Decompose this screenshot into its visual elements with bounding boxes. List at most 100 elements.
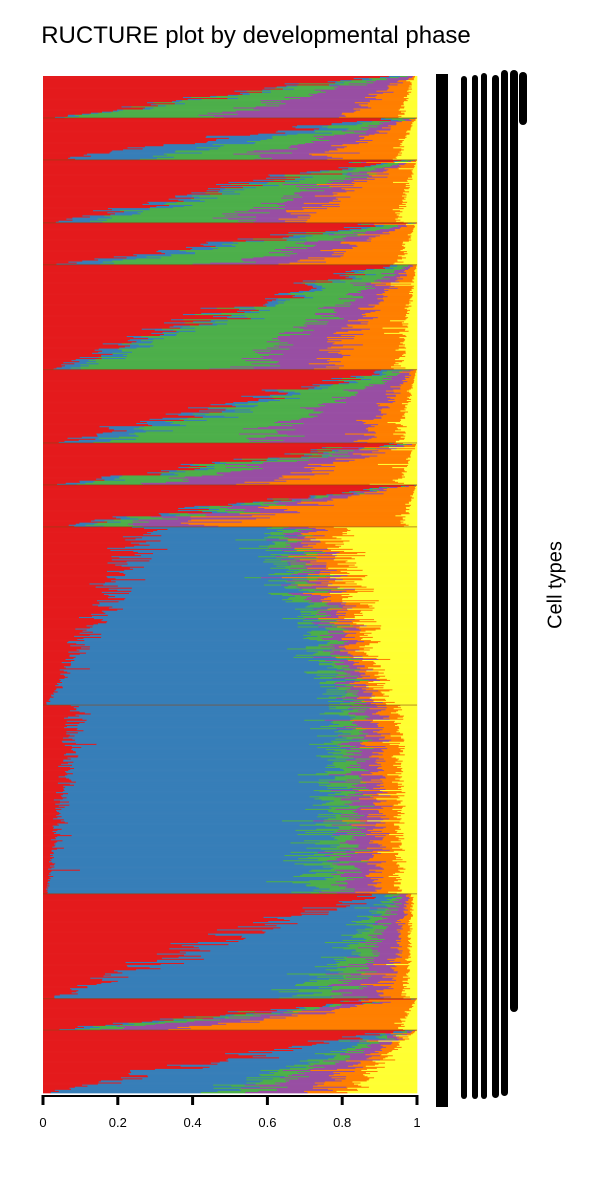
bar-segment-cluster-4 [336, 674, 361, 677]
bar-segment-cluster-5 [346, 602, 376, 604]
bar-segment-cluster-2 [69, 783, 331, 786]
bar-segment-cluster-6 [415, 374, 418, 377]
bar-segment-cluster-3 [349, 805, 375, 808]
bar-segment-cluster-1 [43, 255, 138, 257]
bar-segment-cluster-1 [43, 706, 80, 708]
bar-segment-cluster-2 [117, 609, 318, 612]
bar-segment-cluster-5 [319, 540, 350, 542]
bar-segment-cluster-2 [292, 126, 323, 128]
bar-segment-cluster-3 [335, 738, 353, 741]
bar-segment-cluster-4 [353, 837, 384, 839]
bar-segment-cluster-6 [400, 749, 418, 751]
bar-segment-cluster-3 [265, 549, 283, 552]
bar-segment-cluster-4 [390, 166, 401, 168]
bar-segment-cluster-2 [99, 602, 309, 604]
bar-segment-cluster-5 [401, 937, 412, 940]
bar-segment-cluster-5 [383, 171, 413, 173]
bar-segment-cluster-6 [404, 408, 418, 410]
bar-segment-cluster-4 [281, 101, 371, 103]
bar-segment-cluster-1 [43, 852, 55, 855]
bar-segment-cluster-5 [336, 553, 358, 555]
bar-segment-cluster-6 [396, 220, 418, 223]
bar-segment-cluster-2 [117, 109, 124, 111]
bar-segment-cluster-5 [381, 830, 398, 833]
bar-segment-cluster-3 [392, 897, 402, 900]
bar-segment-cluster-2 [157, 529, 278, 532]
bar-segment-cluster-2 [66, 797, 320, 799]
bar-segment-cluster-3 [98, 437, 247, 440]
bar-segment-cluster-6 [400, 882, 418, 884]
bar-segment-cluster-4 [338, 298, 378, 300]
bar-segment-cluster-3 [295, 829, 339, 832]
bar-segment-cluster-6 [400, 420, 418, 423]
bar-segment-cluster-3 [324, 942, 361, 944]
bar-segment-cluster-3 [186, 425, 293, 427]
bar-segment-cluster-3 [74, 114, 199, 117]
bar-segment-cluster-4 [299, 188, 342, 190]
bar-segment-cluster-2 [68, 793, 336, 795]
bar-segment-cluster-2 [64, 677, 315, 680]
bar-segment-cluster-3 [305, 831, 337, 834]
bar-segment-cluster-2 [268, 302, 285, 304]
bar-segment-cluster-4 [341, 667, 358, 669]
bar-segment-cluster-4 [150, 516, 191, 518]
bar-segment-cluster-5 [368, 134, 407, 137]
bar-segment-cluster-5 [322, 550, 345, 553]
bar-segment-cluster-2 [147, 102, 154, 104]
bar-segment-cluster-4 [369, 128, 392, 130]
bar-segment-cluster-4 [406, 444, 413, 446]
bar-segment-cluster-3 [140, 213, 223, 215]
bar-segment-cluster-4 [259, 512, 301, 514]
bar-segment-cluster-6 [402, 776, 418, 778]
bar-segment-cluster-5 [362, 657, 377, 660]
bar-segment-cluster-5 [362, 655, 379, 658]
bar-segment-cluster-1 [43, 864, 55, 866]
bar-segment-cluster-4 [385, 383, 404, 385]
bar-segment-cluster-3 [290, 453, 319, 455]
bar-segment-cluster-2 [56, 838, 335, 840]
bar-segment-cluster-6 [400, 812, 418, 814]
bar-segment-cluster-5 [358, 790, 381, 792]
bar-segment-cluster-5 [405, 908, 413, 910]
bar-segment-cluster-5 [413, 369, 417, 371]
bar-segment-cluster-5 [364, 137, 406, 140]
bar-segment-cluster-2 [258, 133, 298, 136]
bar-segment-cluster-5 [364, 136, 407, 139]
bar-segment-cluster-5 [393, 389, 410, 391]
bar-segment-cluster-1 [43, 705, 72, 707]
bar-segment-cluster-4 [397, 909, 409, 911]
bar-segment-cluster-2 [64, 821, 324, 823]
bar-segment-cluster-2 [253, 179, 274, 182]
bar-segment-cluster-4 [328, 774, 362, 776]
bar-segment-cluster-4 [243, 511, 298, 513]
bar-segment-cluster-2 [95, 586, 285, 588]
bar-segment-cluster-4 [354, 890, 377, 893]
bar-segment-cluster-1 [43, 115, 68, 118]
bar-segment-cluster-5 [381, 765, 402, 768]
bar-segment-cluster-5 [365, 689, 393, 691]
bar-segment-cluster-4 [279, 206, 341, 208]
bar-segment-cluster-4 [361, 871, 383, 874]
bar-segment-cluster-1 [43, 264, 391, 267]
bar-segment-cluster-2 [393, 160, 398, 163]
bar-segment-cluster-6 [398, 744, 418, 747]
bar-segment-cluster-1 [43, 645, 71, 647]
bar-segment-cluster-1 [43, 943, 171, 945]
bar-segment-cluster-2 [66, 733, 352, 735]
bar-segment-cluster-6 [399, 826, 418, 829]
bar-segment-cluster-5 [353, 338, 405, 340]
bar-segment-cluster-4 [365, 760, 386, 763]
bar-segment-cluster-6 [403, 780, 418, 782]
bar-segment-cluster-3 [292, 882, 348, 884]
bar-segment-cluster-3 [208, 407, 301, 409]
bar-segment-cluster-5 [383, 837, 399, 839]
bar-segment-cluster-6 [412, 178, 418, 181]
bar-segment-cluster-1 [43, 804, 70, 807]
bar-segment-cluster-2 [360, 379, 372, 381]
bar-segment-cluster-3 [315, 280, 375, 282]
bar-segment-cluster-5 [328, 362, 396, 364]
bar-segment-cluster-6 [398, 363, 418, 365]
bar-segment-cluster-4 [365, 944, 400, 946]
bar-segment-cluster-2 [228, 137, 274, 140]
bar-segment-cluster-3 [396, 896, 403, 899]
